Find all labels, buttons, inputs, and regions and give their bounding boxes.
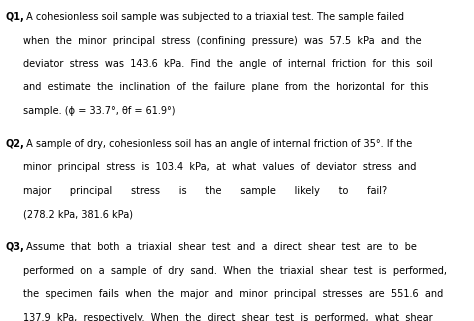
Text: and  estimate  the  inclination  of  the  failure  plane  from  the  horizontal : and estimate the inclination of the fail… bbox=[23, 82, 428, 92]
Text: minor  principal  stress  is  103.4  kPa,  at  what  values  of  deviator  stres: minor principal stress is 103.4 kPa, at … bbox=[23, 162, 416, 172]
Text: Q2,: Q2, bbox=[6, 139, 25, 149]
Text: 137.9  kPa,  respectively.  When  the  direct  shear  test  is  performed,  what: 137.9 kPa, respectively. When the direct… bbox=[23, 313, 432, 321]
Text: when  the  minor  principal  stress  (confining  pressure)  was  57.5  kPa  and : when the minor principal stress (confini… bbox=[23, 36, 421, 46]
Text: sample. (ϕ = 33.7°, θf = 61.9°): sample. (ϕ = 33.7°, θf = 61.9°) bbox=[23, 106, 175, 116]
Text: A cohesionless soil sample was subjected to a triaxial test. The sample failed: A cohesionless soil sample was subjected… bbox=[23, 12, 404, 22]
Text: the  specimen  fails  when  the  major  and  minor  principal  stresses  are  55: the specimen fails when the major and mi… bbox=[23, 289, 443, 299]
Text: major      principal      stress      is      the      sample      likely      t: major principal stress is the sample lik… bbox=[23, 186, 387, 196]
Text: Q1,: Q1, bbox=[6, 12, 25, 22]
Text: performed  on  a  sample  of  dry  sand.  When  the  triaxial  shear  test  is  : performed on a sample of dry sand. When … bbox=[23, 266, 447, 276]
Text: Q3,: Q3, bbox=[6, 242, 25, 252]
Text: A sample of dry, cohesionless soil has an angle of internal friction of 35°. If : A sample of dry, cohesionless soil has a… bbox=[23, 139, 412, 149]
Text: deviator  stress  was  143.6  kPa.  Find  the  angle  of  internal  friction  fo: deviator stress was 143.6 kPa. Find the … bbox=[23, 59, 432, 69]
Text: Assume  that  both  a  triaxial  shear  test  and  a  direct  shear  test  are  : Assume that both a triaxial shear test a… bbox=[23, 242, 417, 252]
Text: (278.2 kPa, 381.6 kPa): (278.2 kPa, 381.6 kPa) bbox=[23, 209, 133, 219]
